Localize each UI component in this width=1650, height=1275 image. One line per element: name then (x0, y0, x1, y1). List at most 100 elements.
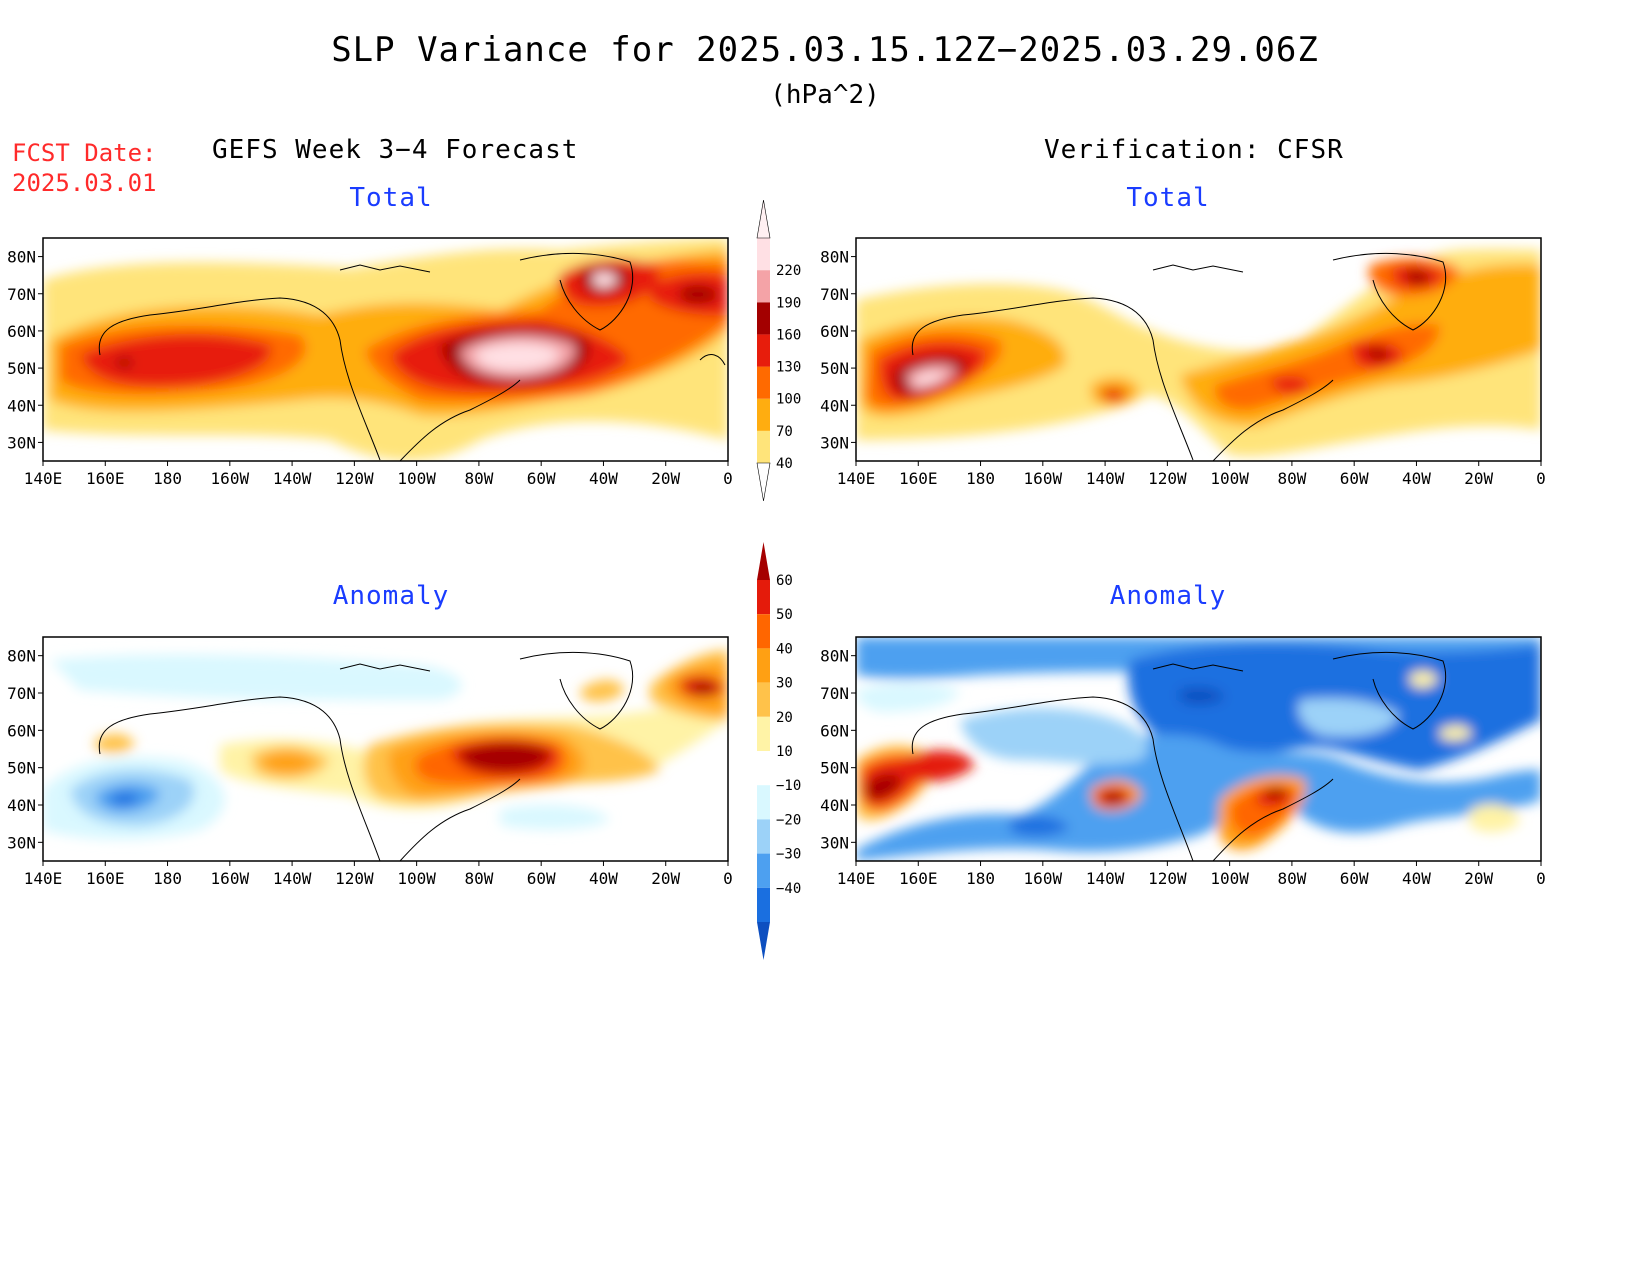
lon-tick-label: 80W (464, 469, 493, 488)
colorbar-total-segment (757, 398, 770, 431)
colorbar-total-top-arrow (756, 199, 771, 239)
lat-tick-label: 50N (820, 359, 849, 378)
lat-tick-label: 80N (7, 248, 36, 267)
colorbar-anomaly-label: −30 (776, 847, 801, 863)
lon-tick-label: 120W (335, 869, 374, 888)
lon-tick-label: 160E (899, 469, 938, 488)
lat-tick-label: 30N (7, 433, 36, 452)
lat-tick-label: 60N (820, 721, 849, 740)
lon-tick-label: 120W (1148, 869, 1187, 888)
lat-tick-label: 70N (820, 684, 849, 703)
colorbar-anomaly-label: 40 (776, 641, 793, 657)
lon-tick-label: 80W (1277, 869, 1306, 888)
colorbar-anomaly-segment (757, 614, 770, 649)
lon-tick-label: 20W (651, 469, 680, 488)
lat-tick-label: 40N (820, 796, 849, 815)
lon-tick-label: 0 (723, 469, 733, 488)
colorbar-total-segment (757, 238, 770, 271)
lon-tick-label: 160W (1024, 469, 1063, 488)
colorbar-total-bottom-arrow (756, 462, 771, 502)
lon-tick-label: 0 (723, 869, 733, 888)
lon-tick-label: 140E (837, 469, 876, 488)
colorbar-anomaly-segment (757, 785, 770, 820)
main-title: SLP Variance for 2025.03.15.12Z−2025.03.… (331, 30, 1319, 70)
lon-tick-label: 40W (589, 469, 618, 488)
lon-tick-label: 60W (1340, 469, 1369, 488)
verif-total-title: Total (1126, 183, 1210, 213)
colorbar-anomaly: 60 50 40 30 20 10 −10 −20 −30 −40 (757, 542, 801, 960)
lat-tick-label: 60N (820, 322, 849, 341)
forecast-date-value: 2025.03.01 (12, 169, 157, 197)
lat-tick-label: 40N (7, 796, 36, 815)
lon-tick-label: 180 (966, 469, 995, 488)
lat-tick-label: 60N (7, 322, 36, 341)
colorbar-total-label: 220 (776, 263, 801, 279)
lon-tick-label: 60W (1340, 869, 1369, 888)
colorbar-anomaly-segment (757, 648, 770, 683)
colorbar-total-label: 100 (776, 392, 801, 408)
lat-tick-label: 50N (7, 759, 36, 778)
lon-tick-label: 140E (24, 469, 63, 488)
lon-tick-label: 180 (153, 469, 182, 488)
colorbar-anomaly-bottom-arrow (757, 922, 770, 960)
lat-tick-label: 80N (820, 248, 849, 267)
lon-tick-label: 80W (464, 869, 493, 888)
lat-tick-label: 40N (820, 396, 849, 415)
lat-tick-label: 80N (7, 647, 36, 666)
colorbar-total-segment (757, 302, 770, 335)
colorbar-total-segment (757, 366, 770, 399)
lon-tick-label: 160E (86, 869, 125, 888)
left-column-title: GEFS Week 3−4 Forecast (212, 135, 579, 165)
colorbar-anomaly-top-arrow (757, 542, 770, 580)
lon-tick-label: 140W (1086, 869, 1125, 888)
lon-tick-label: 0 (1536, 469, 1546, 488)
colorbar-anomaly-label: −10 (776, 778, 801, 794)
colorbar-total-segment (757, 334, 770, 367)
colorbar-anomaly-segment (757, 887, 770, 922)
lon-tick-label: 140E (837, 869, 876, 888)
colorbar-total-segment (757, 270, 770, 303)
colorbar-total: 40 70 100 130 160 190 220 (756, 199, 801, 502)
lon-tick-label: 40W (589, 869, 618, 888)
fcst-anomaly-field (43, 637, 728, 861)
lon-tick-label: 160W (1024, 869, 1063, 888)
axes-layer: 30N 40N 50N 60N 70N 80N 140E 160E 180 160W 140W 120… (7, 248, 1546, 888)
lat-tick-label: 30N (820, 433, 849, 452)
colorbar-anomaly-label: 10 (776, 744, 793, 760)
lon-tick-label: 140W (1086, 469, 1125, 488)
colorbar-anomaly-label: −20 (776, 812, 801, 828)
colorbar-anomaly-label: 20 (776, 710, 793, 726)
lon-tick-label: 60W (527, 869, 556, 888)
colorbar-total-label: 160 (776, 327, 801, 343)
lon-tick-label: 100W (1210, 469, 1249, 488)
lon-tick-label: 40W (1402, 869, 1431, 888)
lon-tick-label: 120W (1148, 469, 1187, 488)
lon-tick-label: 40W (1402, 469, 1431, 488)
colorbar-total-label: 70 (776, 424, 793, 440)
lon-tick-label: 100W (1210, 869, 1249, 888)
lon-tick-label: 100W (397, 469, 436, 488)
colorbar-anomaly-label: 50 (776, 607, 793, 623)
lon-tick-label: 180 (153, 869, 182, 888)
verif-anomaly-frame (855, 636, 1542, 862)
verif-anomaly-title: Anomaly (1109, 581, 1227, 611)
lon-tick-label: 180 (966, 869, 995, 888)
lon-tick-label: 80W (1277, 469, 1306, 488)
lon-tick-label: 100W (397, 869, 436, 888)
lon-tick-label: 20W (1464, 869, 1493, 888)
lon-tick-label: 20W (651, 869, 680, 888)
lon-tick-label: 160E (899, 869, 938, 888)
forecast-date-label: FCST Date: (12, 139, 157, 167)
colorbar-total-label: 190 (776, 295, 801, 311)
lon-tick-label: 0 (1536, 869, 1546, 888)
lat-tick-label: 40N (7, 396, 36, 415)
colorbar-anomaly-segment (757, 716, 770, 751)
colorbar-anomaly-segment (757, 751, 770, 786)
colorbar-anomaly-label: 30 (776, 676, 793, 692)
lon-tick-label: 160E (86, 469, 125, 488)
colorbar-anomaly-segment (757, 580, 770, 615)
fcst-total-field (43, 238, 728, 461)
lon-tick-label: 120W (335, 469, 374, 488)
forecast-date-block: FCST Date: 2025.03.01 (12, 138, 157, 198)
colorbar-anomaly-segment (757, 853, 770, 888)
